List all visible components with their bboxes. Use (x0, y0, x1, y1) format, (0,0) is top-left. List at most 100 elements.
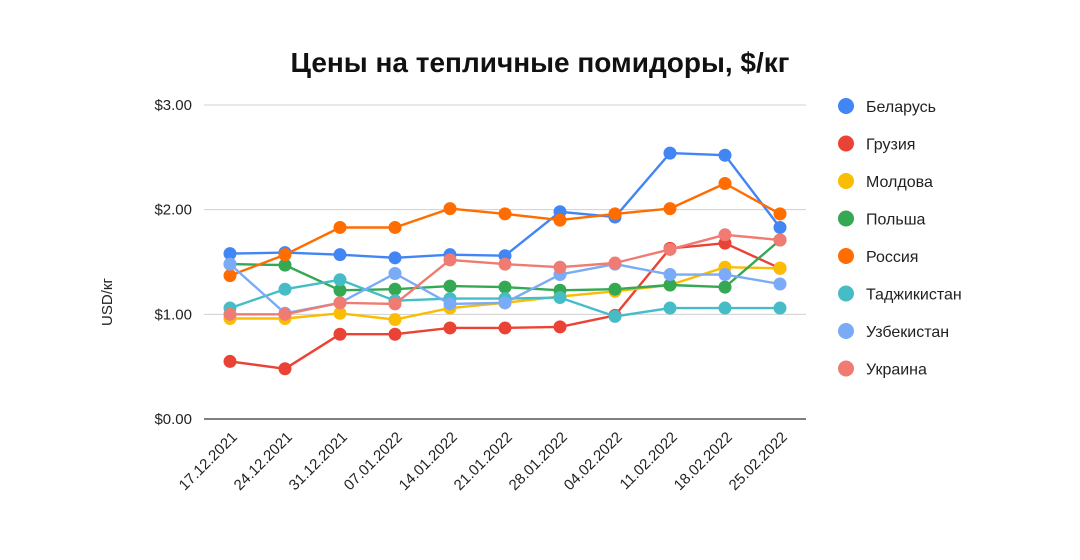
data-point[interactable] (553, 260, 567, 274)
data-point[interactable] (608, 207, 622, 221)
data-point[interactable] (608, 282, 622, 296)
data-point[interactable] (388, 327, 402, 341)
data-point[interactable] (718, 148, 732, 162)
data-point[interactable] (333, 296, 347, 310)
series-Россия (223, 177, 787, 283)
data-point[interactable] (333, 220, 347, 234)
data-point[interactable] (608, 256, 622, 270)
legend-marker (838, 98, 854, 114)
data-point[interactable] (278, 258, 292, 272)
data-point[interactable] (388, 220, 402, 234)
legend-item[interactable]: Польша (838, 210, 926, 229)
y-tick-labels: $0.00 $1.00 $2.00 $3.00 (154, 97, 192, 428)
legend-marker (838, 285, 854, 302)
legend-item[interactable]: Молдова (838, 173, 933, 191)
legend-item[interactable]: Таджикистан (838, 285, 962, 304)
data-point[interactable] (718, 228, 732, 242)
x-tick-label: 04.02.2022 (561, 429, 626, 494)
data-point[interactable] (278, 248, 292, 262)
data-point[interactable] (718, 301, 732, 315)
data-point[interactable] (498, 207, 512, 221)
data-point[interactable] (223, 307, 237, 321)
legend-marker (838, 173, 854, 189)
data-point[interactable] (663, 268, 677, 282)
data-point[interactable] (388, 282, 402, 296)
legend-item[interactable]: Беларусь (838, 98, 936, 116)
data-point[interactable] (553, 320, 567, 334)
legend-label: Беларусь (866, 99, 936, 116)
data-point[interactable] (388, 251, 402, 265)
data-point[interactable] (773, 277, 787, 291)
legend-item[interactable]: Узбекистан (838, 323, 949, 341)
data-point[interactable] (608, 309, 622, 323)
data-point[interactable] (333, 283, 347, 297)
legend-marker (838, 323, 854, 339)
data-point[interactable] (718, 268, 732, 282)
y-tick-label: $2.00 (154, 202, 192, 219)
data-point[interactable] (553, 291, 567, 305)
legend-label: Узбекистан (866, 324, 949, 341)
data-point[interactable] (443, 297, 457, 311)
legend-item[interactable]: Россия (838, 248, 918, 266)
data-point[interactable] (553, 213, 567, 227)
data-point[interactable] (278, 282, 292, 296)
legend-marker (838, 135, 854, 152)
x-tick-label: 14.01.2022 (396, 429, 461, 494)
data-point[interactable] (278, 307, 292, 321)
x-tick-label: 24.12.2021 (231, 429, 296, 494)
legend-item[interactable]: Украина (838, 360, 927, 379)
x-tick-label: 07.01.2022 (341, 429, 406, 494)
series-Беларусь (223, 146, 787, 265)
data-point[interactable] (333, 327, 347, 341)
data-point[interactable] (278, 362, 292, 376)
series-layer (223, 146, 787, 376)
data-point[interactable] (773, 233, 787, 247)
data-point[interactable] (663, 242, 677, 256)
data-point[interactable] (443, 202, 457, 216)
legend-marker (838, 210, 854, 227)
data-point[interactable] (773, 207, 787, 221)
data-point[interactable] (498, 280, 512, 294)
data-point[interactable] (443, 253, 457, 267)
data-point[interactable] (223, 269, 237, 283)
legend-label: Россия (866, 249, 918, 266)
x-tick-label: 31.12.2021 (286, 429, 351, 494)
data-point[interactable] (388, 297, 402, 311)
data-point[interactable] (773, 220, 787, 234)
legend-label: Таджикистан (866, 287, 962, 304)
data-point[interactable] (223, 354, 237, 368)
legend-item[interactable]: Грузия (838, 135, 915, 154)
data-point[interactable] (718, 177, 732, 190)
legend-marker (838, 248, 854, 264)
y-tick-label: $3.00 (154, 97, 192, 114)
y-tick-label: $0.00 (154, 411, 192, 428)
data-point[interactable] (663, 278, 677, 292)
data-point[interactable] (333, 248, 347, 262)
x-tick-label: 17.12.2021 (176, 429, 241, 494)
series-Грузия (223, 236, 787, 376)
y-tick-label: $1.00 (154, 306, 192, 323)
data-point[interactable] (333, 306, 347, 320)
x-tick-label: 28.01.2022 (506, 429, 571, 494)
data-point[interactable] (663, 146, 677, 160)
data-point[interactable] (388, 313, 402, 327)
x-tick-label: 18.02.2022 (671, 429, 736, 494)
data-point[interactable] (718, 280, 732, 294)
data-point[interactable] (223, 257, 237, 271)
x-tick-label: 21.01.2022 (451, 429, 516, 494)
data-point[interactable] (773, 261, 787, 275)
data-point[interactable] (663, 301, 677, 315)
data-point[interactable] (498, 321, 512, 335)
data-point[interactable] (773, 301, 787, 315)
legend: Беларусь Грузия Молдова Польша Россия Таджики… (838, 98, 962, 379)
data-point[interactable] (498, 257, 512, 271)
data-point[interactable] (443, 321, 457, 335)
data-point[interactable] (333, 273, 347, 287)
legend-label: Молдова (866, 174, 933, 191)
data-point[interactable] (443, 279, 457, 293)
data-point[interactable] (498, 296, 512, 310)
data-point[interactable] (223, 247, 237, 261)
data-point[interactable] (663, 202, 677, 216)
data-point[interactable] (388, 267, 402, 281)
